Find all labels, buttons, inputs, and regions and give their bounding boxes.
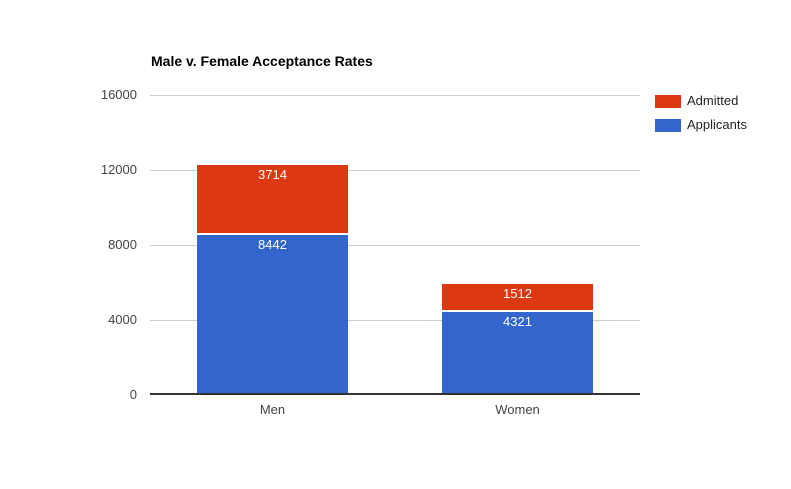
bar-segment-men-applicants: 8442 [197,234,348,393]
plot-area: 8442 3714 4321 1512 [150,95,640,395]
bar-value-label: 1512 [503,285,532,301]
x-tick-label-women: Women [495,402,540,417]
legend-label-applicants: Applicants [687,117,747,132]
bar-value-label: 8442 [258,236,287,252]
gridline-8000 [150,245,640,246]
x-tick-label-men: Men [259,402,286,417]
y-tick-label-12000: 12000 [100,162,137,177]
legend-label-admitted: Admitted [687,93,739,108]
bar-value-label: 4321 [503,313,532,329]
bar-segment-men-admitted: 3714 [197,165,348,235]
gridline-12000 [150,170,640,171]
y-tick-label-16000: 16000 [100,87,137,102]
bar-value-label: 3714 [258,167,287,183]
y-tick-label-0: 0 [129,387,137,402]
legend-item-admitted: Admitted [655,93,747,109]
legend: Admitted Applicants [655,93,747,133]
y-tick-label-8000: 8000 [108,237,137,252]
gridline-4000 [150,320,640,321]
legend-swatch-admitted [655,94,681,108]
chart-title: Male v. Female Acceptance Rates [151,53,373,69]
bar-segment-women-admitted: 1512 [442,283,593,312]
legend-swatch-applicants [655,118,681,132]
x-axis-baseline [150,393,640,395]
gridline-16000 [150,95,640,96]
bar-segment-women-applicants: 4321 [442,311,593,393]
legend-item-applicants: Applicants [655,117,747,133]
y-tick-label-4000: 4000 [108,312,137,327]
